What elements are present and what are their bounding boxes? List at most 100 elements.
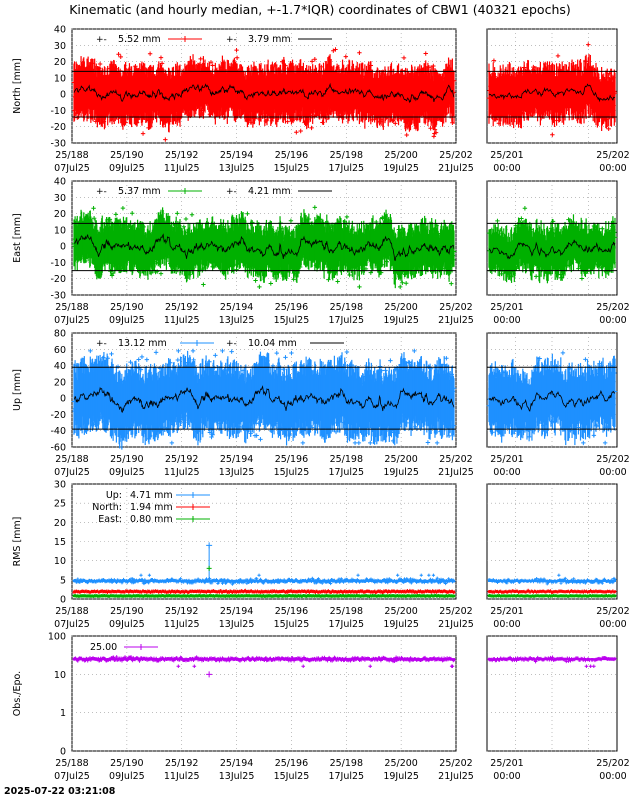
y-tick-label: -60 [50,443,66,454]
legend-marker: +- [226,35,237,45]
x-tick-date: 09Jul25 [109,467,145,478]
panel-east: -30 -20 -10 0 10 20 30 40 25/188 07Jul25 25/190 09J… [12,177,630,327]
zoom-x-tick-time: 00:00 [599,467,626,478]
zoom-x-tick-label: 25/202 [596,302,629,313]
x-tick-date: 19Jul25 [383,315,419,326]
data-point [268,281,273,286]
x-tick-label: 25/190 [110,454,143,465]
y-tick-label: 0 [60,242,66,253]
zoom-x-tick-time: 00:00 [493,163,520,174]
y-tick-label: 20 [54,377,66,388]
x-tick-date: 21Jul25 [438,163,474,174]
x-tick-date: 07Jul25 [54,315,90,326]
data-point [522,206,528,211]
x-tick-date: 11Jul25 [164,163,200,174]
data-point [357,284,362,290]
series-north [71,36,618,142]
data-point [428,126,433,131]
chart-title: Kinematic (and hourly median, +-1.7*IQR)… [0,2,640,17]
x-tick-label: 25/202 [439,150,472,161]
data-point [606,126,611,132]
zoom-x-tick-label: 25/202 [596,150,629,161]
data-point [190,348,196,354]
x-tick-date: 13Jul25 [219,315,255,326]
x-tick-date: 17Jul25 [328,163,364,174]
data-point [116,52,121,57]
y-tick-label: 80 [54,329,66,340]
data-point [356,440,362,446]
data-point [335,279,340,284]
legend-entry: 3.79 mm [248,34,291,45]
x-tick-date: 09Jul25 [109,163,145,174]
x-tick-date: 19Jul25 [383,163,419,174]
y-tick-label: 0 [60,394,66,405]
panel-up: -60 -40 -20 0 20 40 60 80 25/188 07Jul25 25/190 09J… [12,329,630,479]
data-point [147,51,153,56]
data-point [234,55,240,60]
data-point [210,63,215,68]
data-point [285,119,290,124]
median-line [73,82,455,104]
data-point [175,211,180,216]
data-point [397,284,403,290]
y-tick-label: -20 [50,122,66,133]
y-tick-label: -30 [50,291,66,302]
zoom-x-tick-time: 00:00 [599,163,626,174]
legend: +- 5.37 mm +- 4.21 mm [96,186,332,197]
zoom-x-tick-label: 25/201 [490,302,523,313]
data-point [586,42,591,47]
data-point [97,61,103,67]
x-tick-date: 15Jul25 [274,163,310,174]
data-point [491,58,497,63]
median-line [488,83,616,103]
data-point [245,211,250,216]
series-east [71,188,618,290]
data-point [229,349,234,354]
data-point [300,440,306,446]
y-tick-label: -20 [50,274,66,285]
y-axis-label: East [mm] [12,213,23,262]
data-point [183,216,189,222]
x-tick-date: 07Jul25 [54,467,90,478]
x-tick-label: 25/192 [165,454,198,465]
data-point [423,51,428,56]
data-point [555,53,561,59]
data-point [257,284,262,290]
x-tick-label: 25/188 [55,302,88,313]
y-tick-label: 0 [60,90,66,101]
data-point [109,351,114,357]
data-point [189,212,195,217]
data-point [425,440,431,445]
y-axis-label: Up [mm] [12,369,23,411]
data-point [444,356,449,361]
data-point [401,55,407,61]
data-point [312,205,318,210]
zoom-x-tick-label: 25/201 [490,150,523,161]
legend-marker: +- [96,35,107,45]
y-tick-label: 10 [54,225,66,236]
x-tick-date: 17Jul25 [328,467,364,478]
y-tick-label: 40 [54,361,66,372]
data-point [388,358,393,363]
data-point [393,121,398,126]
data-point [274,350,279,356]
data-point [120,205,126,211]
data-point [403,281,409,286]
x-tick-label: 25/198 [330,302,363,313]
data-point [213,353,218,358]
x-tick-date: 13Jul25 [219,163,255,174]
data-point [118,54,123,60]
x-tick-label: 25/196 [275,150,308,161]
x-tick-date: 11Jul25 [164,315,200,326]
data-point [234,47,239,53]
data-point [139,354,145,360]
data-point [495,218,500,224]
x-tick-date: 13Jul25 [219,467,255,478]
data-point [140,131,146,136]
x-tick-date: 17Jul25 [328,315,364,326]
data-point [158,55,164,60]
y-tick-label: 40 [54,177,66,188]
legend-marker: +- [96,187,107,197]
data-point [431,134,437,139]
data-point [169,440,175,446]
